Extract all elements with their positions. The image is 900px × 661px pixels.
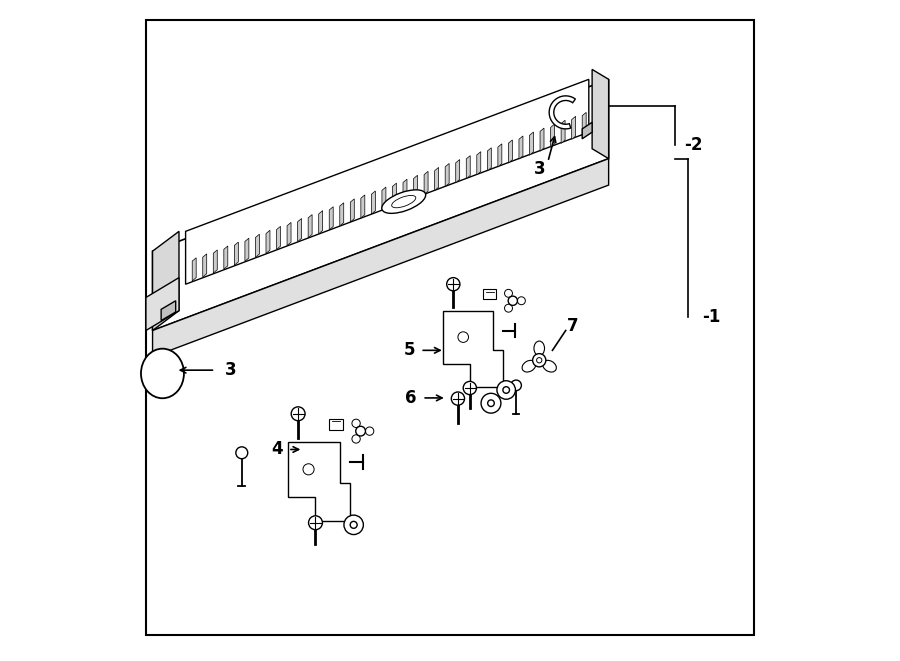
Ellipse shape xyxy=(534,341,544,356)
Polygon shape xyxy=(287,222,291,245)
Ellipse shape xyxy=(141,348,184,398)
Polygon shape xyxy=(245,238,249,261)
Circle shape xyxy=(356,426,365,436)
Circle shape xyxy=(488,400,494,407)
Circle shape xyxy=(508,296,518,305)
Circle shape xyxy=(365,427,374,436)
Circle shape xyxy=(451,392,464,405)
Polygon shape xyxy=(508,140,512,163)
Polygon shape xyxy=(477,151,481,175)
Circle shape xyxy=(503,387,509,393)
Polygon shape xyxy=(572,116,576,139)
Polygon shape xyxy=(582,112,586,136)
Polygon shape xyxy=(487,148,491,171)
Circle shape xyxy=(344,515,364,535)
Polygon shape xyxy=(403,179,407,202)
Polygon shape xyxy=(529,132,534,155)
Text: -1: -1 xyxy=(702,308,720,327)
Polygon shape xyxy=(193,258,196,281)
Ellipse shape xyxy=(522,360,536,372)
Polygon shape xyxy=(319,211,323,234)
Polygon shape xyxy=(444,311,503,387)
Polygon shape xyxy=(308,215,312,238)
Text: -2: -2 xyxy=(684,136,703,155)
Text: 3: 3 xyxy=(225,361,237,379)
Polygon shape xyxy=(372,191,375,214)
Polygon shape xyxy=(298,219,302,242)
Circle shape xyxy=(292,407,305,421)
Polygon shape xyxy=(185,79,589,284)
Polygon shape xyxy=(424,171,428,194)
Text: 6: 6 xyxy=(405,389,416,407)
Polygon shape xyxy=(582,122,592,139)
Polygon shape xyxy=(288,442,350,522)
Polygon shape xyxy=(446,163,449,186)
Circle shape xyxy=(352,435,360,443)
Text: 7: 7 xyxy=(566,317,578,335)
Polygon shape xyxy=(146,278,179,330)
Circle shape xyxy=(446,278,460,291)
Circle shape xyxy=(352,419,360,428)
Ellipse shape xyxy=(543,360,556,372)
Circle shape xyxy=(518,297,526,305)
Polygon shape xyxy=(455,159,460,182)
Polygon shape xyxy=(266,230,270,253)
Circle shape xyxy=(505,304,512,312)
Circle shape xyxy=(497,381,516,399)
Polygon shape xyxy=(161,301,176,321)
Polygon shape xyxy=(329,207,333,230)
Polygon shape xyxy=(519,136,523,159)
Circle shape xyxy=(482,393,501,413)
Circle shape xyxy=(236,447,248,459)
Text: 3: 3 xyxy=(534,159,545,178)
Polygon shape xyxy=(350,199,355,222)
Ellipse shape xyxy=(392,196,416,208)
Polygon shape xyxy=(549,96,575,129)
Polygon shape xyxy=(466,155,470,178)
Polygon shape xyxy=(382,187,386,210)
Polygon shape xyxy=(551,124,554,147)
Circle shape xyxy=(309,516,322,529)
Polygon shape xyxy=(224,246,228,269)
Bar xyxy=(483,289,496,299)
Polygon shape xyxy=(234,242,238,265)
Polygon shape xyxy=(153,79,608,330)
Polygon shape xyxy=(202,254,207,277)
Polygon shape xyxy=(153,231,179,330)
Circle shape xyxy=(511,380,521,391)
Polygon shape xyxy=(540,128,544,151)
Polygon shape xyxy=(592,69,608,159)
Polygon shape xyxy=(561,120,565,143)
Circle shape xyxy=(533,354,545,367)
Circle shape xyxy=(303,464,314,475)
Circle shape xyxy=(464,381,476,395)
Polygon shape xyxy=(340,203,344,226)
Circle shape xyxy=(350,522,357,528)
Text: 4: 4 xyxy=(271,440,283,459)
Polygon shape xyxy=(435,167,438,190)
Polygon shape xyxy=(256,234,259,257)
Polygon shape xyxy=(276,226,281,249)
Ellipse shape xyxy=(382,190,426,214)
Polygon shape xyxy=(213,250,217,273)
Circle shape xyxy=(536,358,542,363)
Polygon shape xyxy=(153,159,608,357)
Polygon shape xyxy=(392,183,396,206)
Text: 5: 5 xyxy=(403,341,415,360)
Polygon shape xyxy=(414,175,418,198)
Polygon shape xyxy=(361,195,365,218)
Circle shape xyxy=(458,332,469,342)
Circle shape xyxy=(505,290,512,297)
Bar xyxy=(329,418,343,430)
Polygon shape xyxy=(498,144,502,167)
